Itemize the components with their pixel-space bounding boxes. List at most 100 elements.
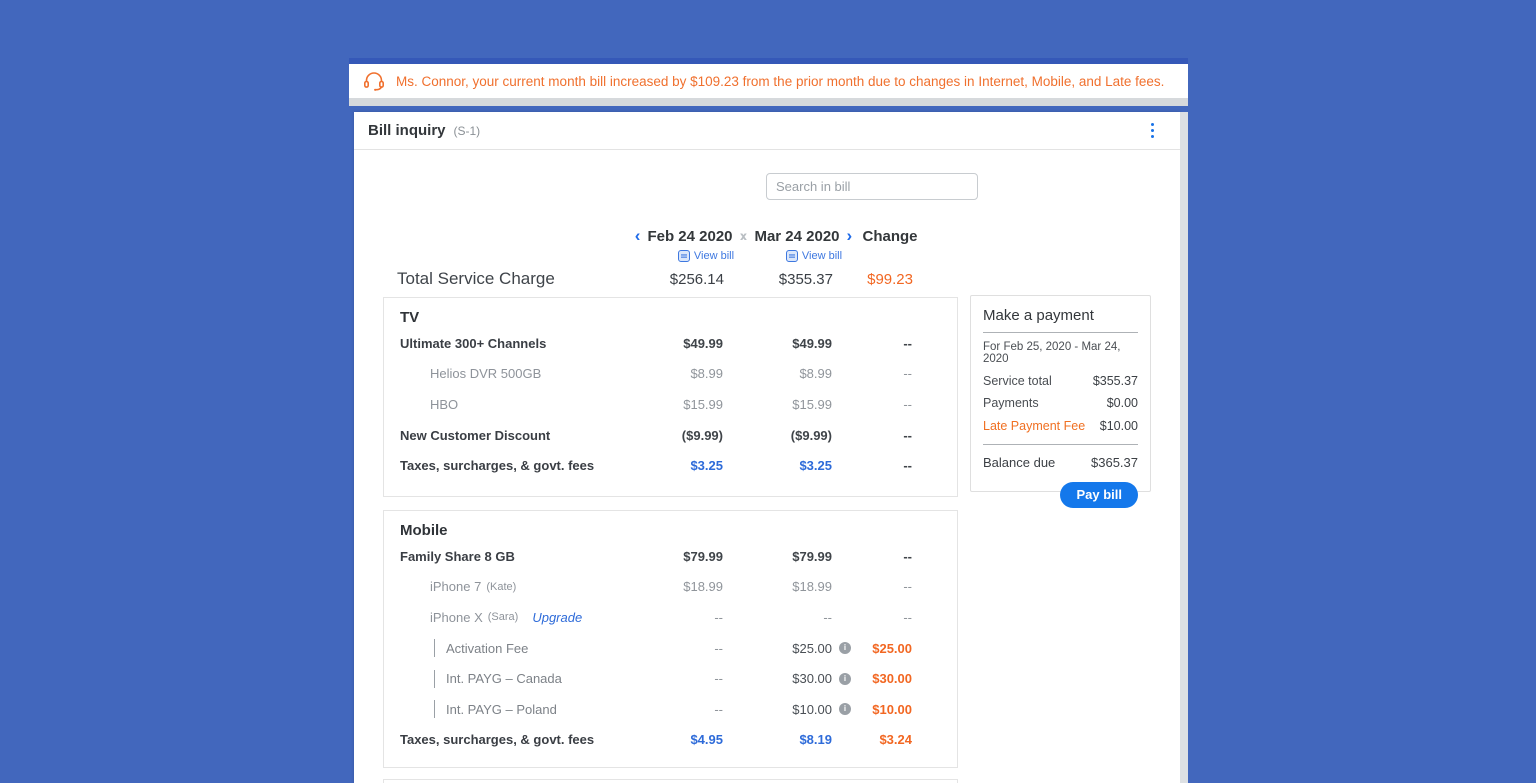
table-row: HBO $15.99 $15.99 -- (384, 389, 957, 420)
fee-marker (434, 639, 435, 658)
table-row: Activation Fee -- $25.00 i $25.00 (384, 633, 957, 664)
row-label: HBO (430, 396, 459, 412)
cell-prior-value[interactable]: $3.25 (690, 458, 723, 474)
table-row: Helios DVR 500GB $8.99 $8.99 -- (384, 359, 957, 390)
table-row: Int. PAYG – Poland -- $10.00 i $10.00 (384, 694, 957, 725)
cell-prior-value: -- (714, 640, 723, 656)
cell-change-value: -- (903, 335, 912, 351)
page-title: Bill inquiry (368, 122, 446, 139)
fee-marker (434, 669, 435, 688)
total-change-value: $99.23 (867, 270, 913, 288)
table-row: iPhone X (Sara) Upgrade -- -- -- (384, 602, 957, 633)
chevron-right-icon[interactable]: › (739, 226, 746, 245)
total-service-charge-label: Total Service Charge (397, 269, 555, 288)
period-col-prior: ‹ Feb 24 2020 › (610, 226, 770, 246)
alert-message: Ms. Connor, your current month bill incr… (396, 73, 1165, 89)
divider (983, 443, 1138, 445)
row-label: New Customer Discount (400, 427, 551, 443)
period-label-prior: Feb 24 2020 (647, 227, 733, 245)
period-label-current: Mar 24 2020 (754, 227, 840, 245)
row-label: iPhone 7 (Kate) (430, 579, 517, 595)
payment-row-label: Service total (983, 373, 1052, 388)
total-current-value: $355.37 (778, 270, 833, 288)
cell-prior-value: $18.99 (683, 579, 723, 595)
cell-change-value: -- (903, 427, 912, 443)
cell-prior-value: $49.99 (683, 335, 723, 351)
cell-current-value: ($9.99) (790, 427, 832, 443)
cell-change-value: -- (903, 548, 912, 564)
row-label: Taxes, surcharges, & govt. fees (400, 458, 595, 474)
info-icon[interactable]: i (839, 703, 851, 716)
payment-row-label: Payments (983, 396, 1039, 410)
row-label: Helios DVR 500GB (430, 366, 542, 382)
cell-current-value: $10.00 i (723, 702, 851, 717)
cell-change-value: -- (903, 609, 912, 625)
cell-current-value[interactable]: $8.19 (799, 732, 832, 748)
headset-icon (362, 70, 386, 92)
view-bill-link-prior[interactable]: View bill (646, 250, 766, 262)
cell-change-value: -- (903, 579, 912, 595)
scrollbar-track[interactable] (1180, 112, 1188, 783)
kebab-menu-icon[interactable] (1147, 119, 1159, 143)
bill-increase-alert: Ms. Connor, your current month bill incr… (349, 58, 1188, 98)
info-icon[interactable]: i (839, 672, 851, 685)
info-icon[interactable]: i (839, 642, 851, 655)
row-label: Taxes, surcharges, & govt. fees (400, 732, 595, 748)
table-row: iPhone 7 (Kate) $18.99 $18.99 -- (384, 572, 957, 603)
row-note: (Kate) (486, 580, 517, 593)
table-row: Int. PAYG – Canada -- $30.00 i $30.00 (384, 663, 957, 694)
upgrade-link[interactable]: Upgrade (532, 609, 583, 625)
cell-change-value: -- (903, 396, 912, 412)
bill-inquiry-card: Bill inquiry (S-1) ‹ Feb 24 2020 › ‹ Mar… (354, 112, 1180, 783)
next-section-card (383, 779, 958, 783)
pdf-document-icon (677, 250, 690, 262)
cell-change-value: -- (903, 458, 912, 474)
payment-row-value: $10.00 (1099, 418, 1138, 433)
payment-row-value: $0.00 (1106, 396, 1138, 410)
section-card-mobile: Mobile Family Share 8 GB $79.99 $79.99 -- iPh… (383, 510, 958, 768)
cell-current-value: $25.00 i (723, 641, 851, 656)
cell-current-value: -- (823, 609, 832, 625)
payment-row-value: $355.37 (1092, 373, 1138, 388)
balance-due-label: Balance due (983, 454, 1056, 470)
payment-summary-row: Payments $0.00 (983, 396, 1138, 410)
cell-prior-value: -- (714, 701, 723, 717)
bill-content: ‹ Feb 24 2020 › ‹ Mar 24 2020 › Change (354, 150, 1180, 783)
card-header: Bill inquiry (S-1) (354, 112, 1180, 150)
chevron-left-icon[interactable]: ‹ (634, 226, 641, 245)
balance-due-value: $365.37 (1091, 454, 1138, 470)
table-row: New Customer Discount ($9.99) ($9.99) -- (384, 420, 957, 451)
cell-prior-value: -- (714, 671, 723, 687)
cell-current-value: $18.99 (792, 579, 832, 595)
pay-bill-button[interactable]: Pay bill (1060, 481, 1138, 508)
cell-prior-value: $15.99 (683, 396, 723, 412)
row-label: Int. PAYG – Poland (384, 700, 623, 719)
cell-prior-value: -- (714, 609, 723, 625)
row-label: Family Share 8 GB (400, 548, 515, 564)
cell-prior-value[interactable]: $4.95 (690, 732, 723, 748)
total-service-charge-row: Total Service Charge $256.14 $355.37 $99… (383, 262, 958, 296)
cell-current-value: $49.99 (792, 335, 832, 351)
cell-change-value: -- (903, 366, 912, 382)
cell-current-value: $79.99 (792, 548, 832, 564)
cell-prior-value: ($9.99) (681, 427, 723, 443)
cell-change-value: $3.24 (879, 732, 912, 748)
page-title-code: (S-1) (453, 123, 481, 138)
table-row: Taxes, surcharges, & govt. fees $3.25 $3.2… (384, 450, 957, 481)
view-bill-link-current[interactable]: View bill (754, 250, 874, 262)
payment-summary-row: Service total $355.37 (983, 374, 1138, 388)
row-label: iPhone X (Sara) Upgrade (430, 609, 583, 625)
row-label: Activation Fee (384, 639, 623, 658)
search-input[interactable] (766, 173, 978, 200)
table-row: Taxes, surcharges, & govt. fees $4.95 $8.1… (384, 725, 957, 756)
cell-current-value[interactable]: $3.25 (799, 458, 832, 474)
row-label: Ultimate 300+ Channels (400, 335, 547, 351)
payment-row-label: Late Payment Fee (983, 418, 1086, 433)
chevron-left-icon[interactable]: ‹ (741, 226, 748, 245)
panel-gap (349, 98, 1188, 106)
section-title: Mobile (400, 522, 448, 539)
cell-prior-value: $8.99 (690, 366, 723, 382)
payment-period: For Feb 25, 2020 - Mar 24, 2020 (983, 341, 1121, 365)
chevron-right-icon[interactable]: › (846, 226, 853, 245)
table-row: Ultimate 300+ Channels $49.99 $49.99 -- (384, 328, 957, 359)
